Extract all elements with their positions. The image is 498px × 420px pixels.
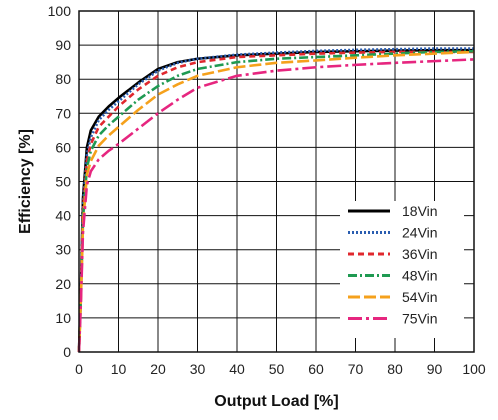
series-line-54vin: [77, 50, 475, 353]
plot-frame: [78, 10, 475, 353]
series-line-48vin: [77, 49, 475, 353]
legend-label: 24Vin: [402, 225, 438, 241]
x-axis-title: Output Load [%]: [214, 393, 338, 410]
y-tick-label: 90: [55, 37, 71, 53]
x-tick-label: 0: [75, 361, 83, 377]
y-tick-label: 10: [55, 310, 71, 326]
x-tick-label: 80: [387, 361, 403, 377]
series-line-75vin: [77, 58, 475, 353]
y-tick-label: 0: [63, 344, 71, 360]
series-lines: [77, 47, 475, 353]
x-tick-label: 30: [190, 361, 206, 377]
legend-label: 48Vin: [402, 268, 438, 284]
legend-background: [340, 201, 464, 338]
x-tick-label: 40: [229, 361, 245, 377]
tick-labels: 0 10 20 30 40 50 60 70 80 90 100 0 10 20 30 40 50 60 70 80 9…: [48, 3, 486, 377]
y-tick-label: 100: [48, 3, 72, 19]
series-line-18vin: [77, 48, 474, 353]
x-tick-label: 100: [462, 361, 486, 377]
series-line-36vin: [77, 50, 474, 353]
x-tick-label: 60: [308, 361, 324, 377]
x-tick-label: 20: [150, 361, 166, 377]
x-tick-label: 10: [111, 361, 127, 377]
y-axis-title: Efficiency [%]: [17, 129, 34, 234]
x-tick-label: 50: [269, 361, 285, 377]
y-tick-label: 50: [55, 174, 71, 190]
y-tick-label: 20: [55, 276, 71, 292]
y-tick-label: 40: [55, 208, 71, 224]
x-tick-label: 70: [348, 361, 364, 377]
legend-label: 18Vin: [402, 203, 438, 219]
y-tick-label: 70: [55, 105, 71, 121]
y-tick-label: 30: [55, 242, 71, 258]
series-line-24vin: [77, 47, 474, 353]
y-tick-label: 80: [55, 71, 71, 87]
legend: 18Vin 24Vin 36Vin 48Vin 54Vin 75Vin: [340, 201, 464, 338]
x-tick-label: 90: [427, 361, 443, 377]
legend-label: 75Vin: [402, 311, 438, 327]
y-tick-label: 60: [55, 139, 71, 155]
legend-label: 36Vin: [402, 246, 438, 262]
legend-label: 54Vin: [402, 289, 438, 305]
